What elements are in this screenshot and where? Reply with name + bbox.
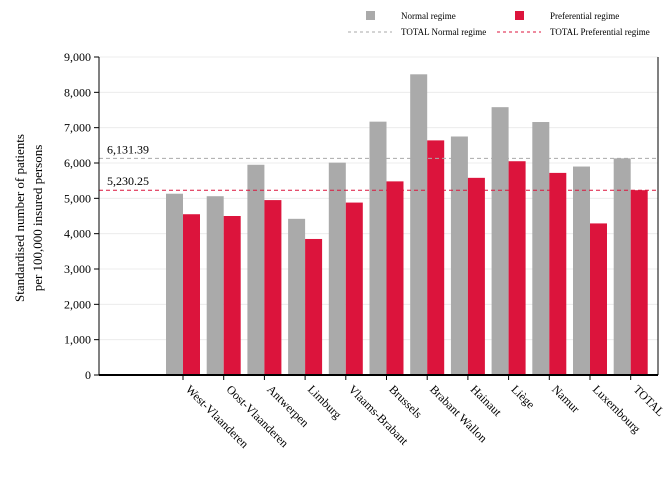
- legend-swatch: [515, 11, 524, 20]
- legend-label: Normal regime: [401, 11, 456, 21]
- bar-normal-regime: [247, 164, 265, 375]
- y-tick-label: 1,000: [64, 333, 91, 347]
- y-tick-label: 6,000: [64, 156, 91, 170]
- y-tick-label: 2,000: [64, 297, 91, 311]
- bar-normal-regime: [410, 74, 428, 376]
- bar-preferential-regime: [549, 172, 567, 375]
- bar-preferential-regime: [508, 161, 526, 375]
- bar-preferential-regime: [590, 223, 607, 375]
- x-tick-label: Liège: [508, 382, 537, 411]
- bar-preferential-regime: [630, 190, 648, 375]
- bar-normal-regime: [613, 158, 631, 375]
- y-axis-label: Standardised number of patients: [12, 134, 27, 302]
- bar-preferential-regime: [345, 202, 363, 375]
- legend: Normal regime Preferential regime TOTAL No…: [348, 11, 650, 37]
- legend-label: TOTAL Normal regime: [401, 27, 486, 37]
- x-tick-label: Limburg: [305, 382, 344, 421]
- legend-label: TOTAL Preferential regime: [550, 27, 650, 37]
- y-tick-label: 4,000: [64, 227, 91, 241]
- bar-preferential-regime: [183, 214, 200, 375]
- bar-preferential-regime: [467, 177, 485, 375]
- x-tick-label: Hainaut: [468, 382, 505, 419]
- bar-normal-regime: [328, 162, 346, 375]
- bar-normal-regime: [450, 136, 468, 375]
- y-tick-label: 3,000: [64, 262, 91, 276]
- x-tick-label: Brussels: [386, 382, 425, 421]
- legend-label: Preferential regime: [550, 11, 619, 21]
- y-tick-label: 7,000: [64, 121, 91, 135]
- bar-normal-regime: [369, 121, 387, 375]
- bar-preferential-regime: [386, 181, 404, 375]
- plot-area: 0 1,000 2,000 3,000 4,000 5,000 6,000 7,000 8,00…: [64, 50, 667, 451]
- y-tick-label: 5,000: [64, 191, 91, 205]
- y-axis-label-line2: per 100,000 insured persons: [30, 145, 45, 292]
- y-tick-label: 8,000: [64, 85, 91, 99]
- bar-normal-regime: [491, 107, 509, 375]
- bar-normal-regime: [532, 122, 550, 375]
- bar-normal-regime: [206, 196, 224, 375]
- bar-preferential-regime: [305, 238, 323, 375]
- bar-normal-regime: [166, 193, 183, 375]
- y-tick-label: 9,000: [64, 50, 91, 64]
- legend-swatch: [366, 11, 375, 20]
- bar-preferential-regime: [427, 140, 445, 375]
- bar-normal-regime: [573, 166, 590, 375]
- bar-preferential-regime: [223, 216, 241, 375]
- bar-normal-regime: [288, 218, 306, 375]
- reference-line-label: 5,230.25: [107, 174, 149, 188]
- x-tick-label: Namur: [549, 382, 582, 415]
- y-tick-label: 0: [85, 368, 91, 382]
- bar-preferential-regime: [264, 200, 282, 375]
- x-tick-label: TOTAL: [631, 382, 668, 419]
- reference-line-label: 6,131.39: [107, 142, 149, 156]
